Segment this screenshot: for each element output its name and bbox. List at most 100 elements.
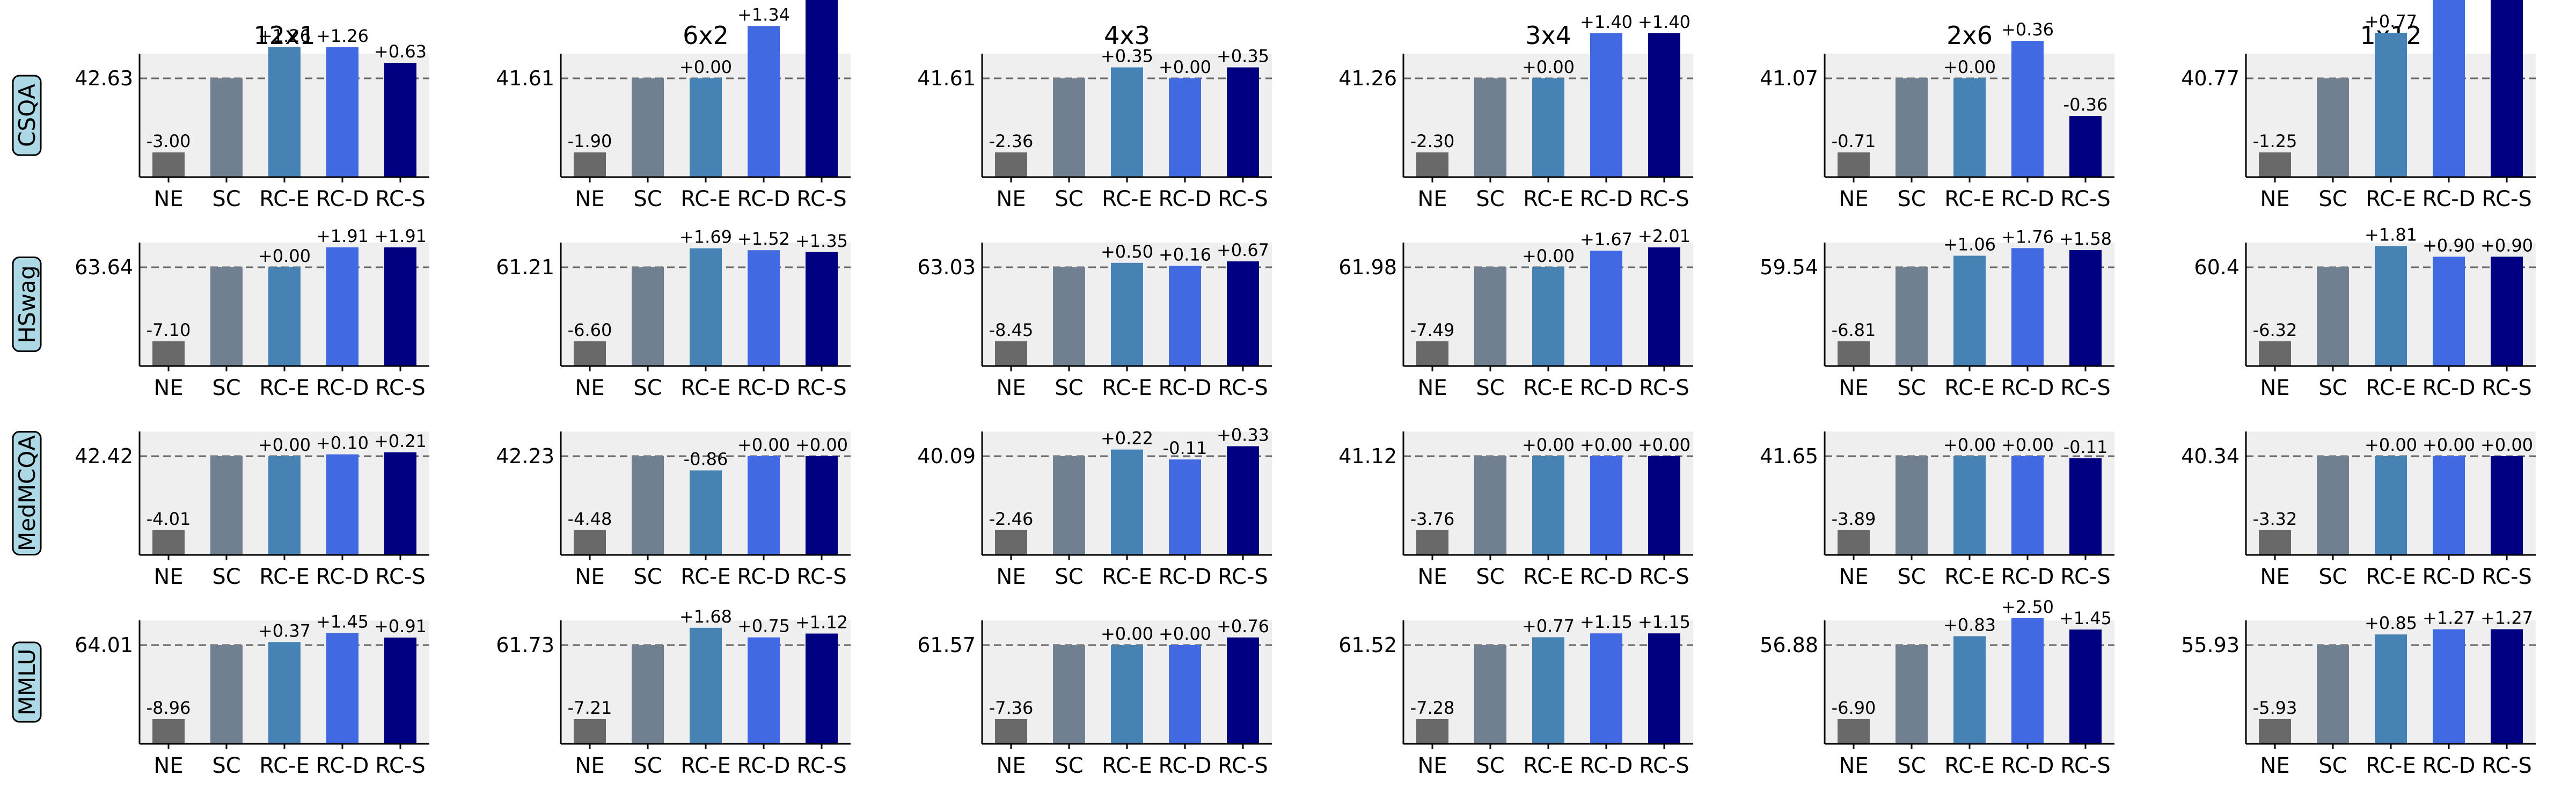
bar-sc <box>210 78 243 177</box>
bar-delta-label: +0.00 <box>2365 435 2417 455</box>
baseline-value-label: 56.88 <box>1760 633 1818 657</box>
bar-delta-label: +0.00 <box>1638 435 1690 455</box>
bar-rc-d <box>748 250 780 366</box>
x-tick-label: RC-E <box>2366 753 2416 778</box>
baseline-value-label: 40.77 <box>2181 67 2240 90</box>
bar-sc <box>1896 456 1928 555</box>
bar-rc-e <box>1953 456 1986 555</box>
x-tick-label: RC-S <box>375 187 426 211</box>
bar-rc-s <box>2491 629 2523 744</box>
row-label: MMLU <box>13 642 41 722</box>
baseline-value-label: 40.34 <box>2181 444 2240 468</box>
bar-ne <box>574 341 606 366</box>
bar-delta-label: +1.26 <box>258 26 311 46</box>
bar-delta-label: +2.50 <box>2001 597 2054 617</box>
bar-sc <box>2317 78 2349 177</box>
bar-rc-e <box>268 642 301 744</box>
bar-delta-label: +0.77 <box>1522 616 1575 636</box>
x-tick-label: RC-E <box>1944 376 1994 400</box>
panel-HSwag-3x4: 61.98 -7.49 NE SC +0.00 RC-E +1.67 RC-D +2.01 RC-… <box>1338 226 1693 400</box>
x-tick-label: RC-E <box>259 187 309 211</box>
bar-rc-s <box>2069 250 2102 366</box>
bar-rc-s <box>384 247 416 366</box>
bar-rc-d <box>326 633 358 744</box>
bar-delta-label: +1.06 <box>1943 235 1996 255</box>
x-tick-label: NE <box>153 753 183 778</box>
x-tick-label: RC-E <box>1944 753 1994 778</box>
x-tick-label: RC-D <box>1580 565 1633 589</box>
bar-rc-d <box>2011 41 2044 177</box>
bar-rc-e <box>268 456 301 555</box>
panel-MedMCQA-6x2: 42.23-4.48NE SC-0.86RC-E+0.00RC-D+0.00RC-… <box>496 431 851 589</box>
panel-MMLU-1x12: 55.93 -5.93 NE SC +0.85 RC-E +1.27 RC-D +1.27 RC-… <box>2181 608 2536 778</box>
x-tick-label: SC <box>212 376 240 400</box>
bar-rc-s <box>806 634 838 744</box>
x-tick-label: RC-E <box>680 753 730 778</box>
x-tick-label: NE <box>153 376 183 400</box>
baseline-value-label: 42.23 <box>496 444 554 468</box>
bar-delta-label: -2.30 <box>1410 131 1455 151</box>
bar-delta-label: -1.25 <box>2253 131 2297 151</box>
x-tick-label: RC-D <box>316 753 369 778</box>
bar-rc-s <box>384 63 416 177</box>
bar-delta-label: -3.00 <box>147 131 191 151</box>
baseline-value-label: 61.57 <box>917 633 976 657</box>
bar-delta-label: -6.81 <box>1832 320 1876 340</box>
x-tick-label: RC-D <box>1159 376 1212 400</box>
panel-MedMCQA-2x6: 41.65-3.89NE SC+0.00RC-E+0.00RC-D-0.11RC-… <box>1760 431 2114 589</box>
bar-delta-label: +1.27 <box>2480 608 2533 628</box>
bar-delta-label: +0.91 <box>374 616 427 636</box>
bar-rc-d <box>748 638 780 744</box>
bar-delta-label: -0.36 <box>2063 94 2108 115</box>
x-tick-label: NE <box>153 565 183 589</box>
x-tick-label: NE <box>575 376 604 400</box>
row-label: HSwag <box>13 258 41 352</box>
bar-delta-label: -7.21 <box>568 698 612 718</box>
x-tick-label: SC <box>212 565 240 589</box>
bar-delta-label: +1.34 <box>737 5 790 25</box>
baseline-value-label: 63.64 <box>75 255 133 279</box>
bar-ne <box>995 719 1027 744</box>
bar-rc-s <box>2069 630 2102 744</box>
bar-delta-label: +0.85 <box>2365 613 2417 633</box>
bar-delta-label: +0.21 <box>374 431 427 451</box>
panel-CSQA-4x3: 41.61-2.36NE SC+0.35RC-E+0.00RC-D+0.35RC-… <box>917 46 1272 211</box>
bar-rc-d <box>2011 456 2044 555</box>
bar-rc-e <box>2375 33 2407 177</box>
bar-delta-label: +1.15 <box>1580 612 1633 632</box>
bar-sc <box>1896 645 1928 744</box>
x-tick-label: RC-D <box>2423 753 2476 778</box>
bar-sc <box>1896 267 1928 366</box>
bar-rc-e <box>1953 256 1986 366</box>
bar-delta-label: +0.76 <box>1217 616 1269 636</box>
bar-rc-d <box>1590 251 1622 366</box>
x-tick-label: SC <box>212 187 240 211</box>
bar-sc <box>632 645 664 744</box>
bar-delta-label: +0.35 <box>1101 46 1153 67</box>
baseline-value-label: 41.26 <box>1338 67 1397 90</box>
x-tick-label: RC-E <box>1944 187 1994 211</box>
column-title: 6x2 <box>683 21 729 50</box>
bar-delta-label: +0.00 <box>258 246 311 266</box>
bar-ne <box>995 530 1027 555</box>
bar-delta-label: +0.00 <box>1943 435 1996 455</box>
x-tick-label: NE <box>1417 753 1447 778</box>
bar-ne <box>152 530 185 555</box>
bar-rc-d <box>1590 33 1622 177</box>
bar-rc-d <box>2433 629 2465 744</box>
bar-delta-label: +0.00 <box>795 435 848 455</box>
x-tick-label: RC-S <box>2482 565 2532 589</box>
bar-delta-label: -0.11 <box>2063 437 2108 457</box>
bar-rc-s <box>1227 446 1259 555</box>
x-tick-label: RC-S <box>796 565 847 589</box>
bar-rc-d <box>2011 618 2044 744</box>
x-tick-label: RC-E <box>1102 376 1152 400</box>
x-tick-label: RC-E <box>1102 565 1152 589</box>
x-tick-label: SC <box>2318 376 2347 400</box>
bar-rc-s <box>1227 68 1259 177</box>
x-tick-label: RC-E <box>2366 565 2416 589</box>
x-tick-label: SC <box>2318 753 2347 778</box>
x-tick-label: RC-E <box>259 753 309 778</box>
bar-sc <box>210 456 243 555</box>
bar-rc-s <box>1227 261 1259 366</box>
